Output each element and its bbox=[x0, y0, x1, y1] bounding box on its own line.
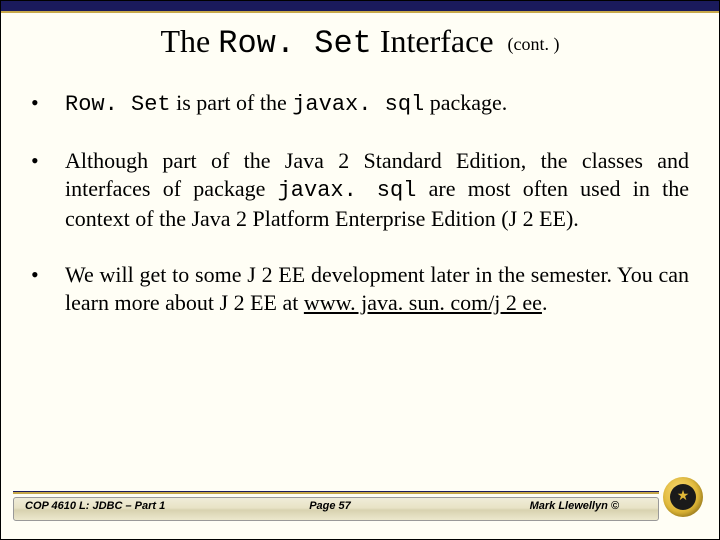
bullet-dot: • bbox=[31, 261, 65, 317]
bullet-3: • We will get to some J 2 EE development… bbox=[31, 261, 689, 317]
ucf-logo: ★ bbox=[663, 477, 703, 517]
logo-inner: ★ bbox=[670, 484, 696, 510]
bullet-2: • Although part of the Java 2 Standard E… bbox=[31, 147, 689, 233]
title-pre: The bbox=[160, 23, 218, 59]
content-area: • Row. Set is part of the javax. sql pac… bbox=[31, 89, 689, 345]
footer: COP 4610 L: JDBC – Part 1 Page 57 Mark L… bbox=[1, 491, 719, 525]
b3-link[interactable]: www. java. sun. com/j 2 ee bbox=[304, 290, 542, 315]
pegasus-icon: ★ bbox=[677, 490, 690, 504]
title-mono: Row. Set bbox=[218, 25, 372, 62]
title-cont: (cont. ) bbox=[508, 34, 560, 54]
title-post: Interface bbox=[372, 23, 494, 59]
b2-mono1: javax. sql bbox=[278, 178, 417, 203]
top-bar bbox=[1, 1, 719, 13]
b1-mono1: Row. Set bbox=[65, 92, 171, 117]
bullet-text: Although part of the Java 2 Standard Edi… bbox=[65, 147, 689, 233]
slide: The Row. Set Interface (cont. ) • Row. S… bbox=[0, 0, 720, 540]
b1-t1: is part of the bbox=[171, 90, 293, 115]
bullet-dot: • bbox=[31, 89, 65, 119]
bullet-1: • Row. Set is part of the javax. sql pac… bbox=[31, 89, 689, 119]
logo-circle: ★ bbox=[663, 477, 703, 517]
b1-mono2: javax. sql bbox=[292, 92, 424, 117]
slide-title: The Row. Set Interface (cont. ) bbox=[1, 23, 719, 62]
b3-t2: . bbox=[542, 290, 548, 315]
footer-divider bbox=[13, 491, 659, 494]
b1-t2: package. bbox=[424, 90, 507, 115]
footer-author: Mark Llewellyn © bbox=[530, 500, 619, 512]
bullet-text: We will get to some J 2 EE development l… bbox=[65, 261, 689, 317]
bullet-text: Row. Set is part of the javax. sql packa… bbox=[65, 89, 689, 119]
bullet-dot: • bbox=[31, 147, 65, 233]
